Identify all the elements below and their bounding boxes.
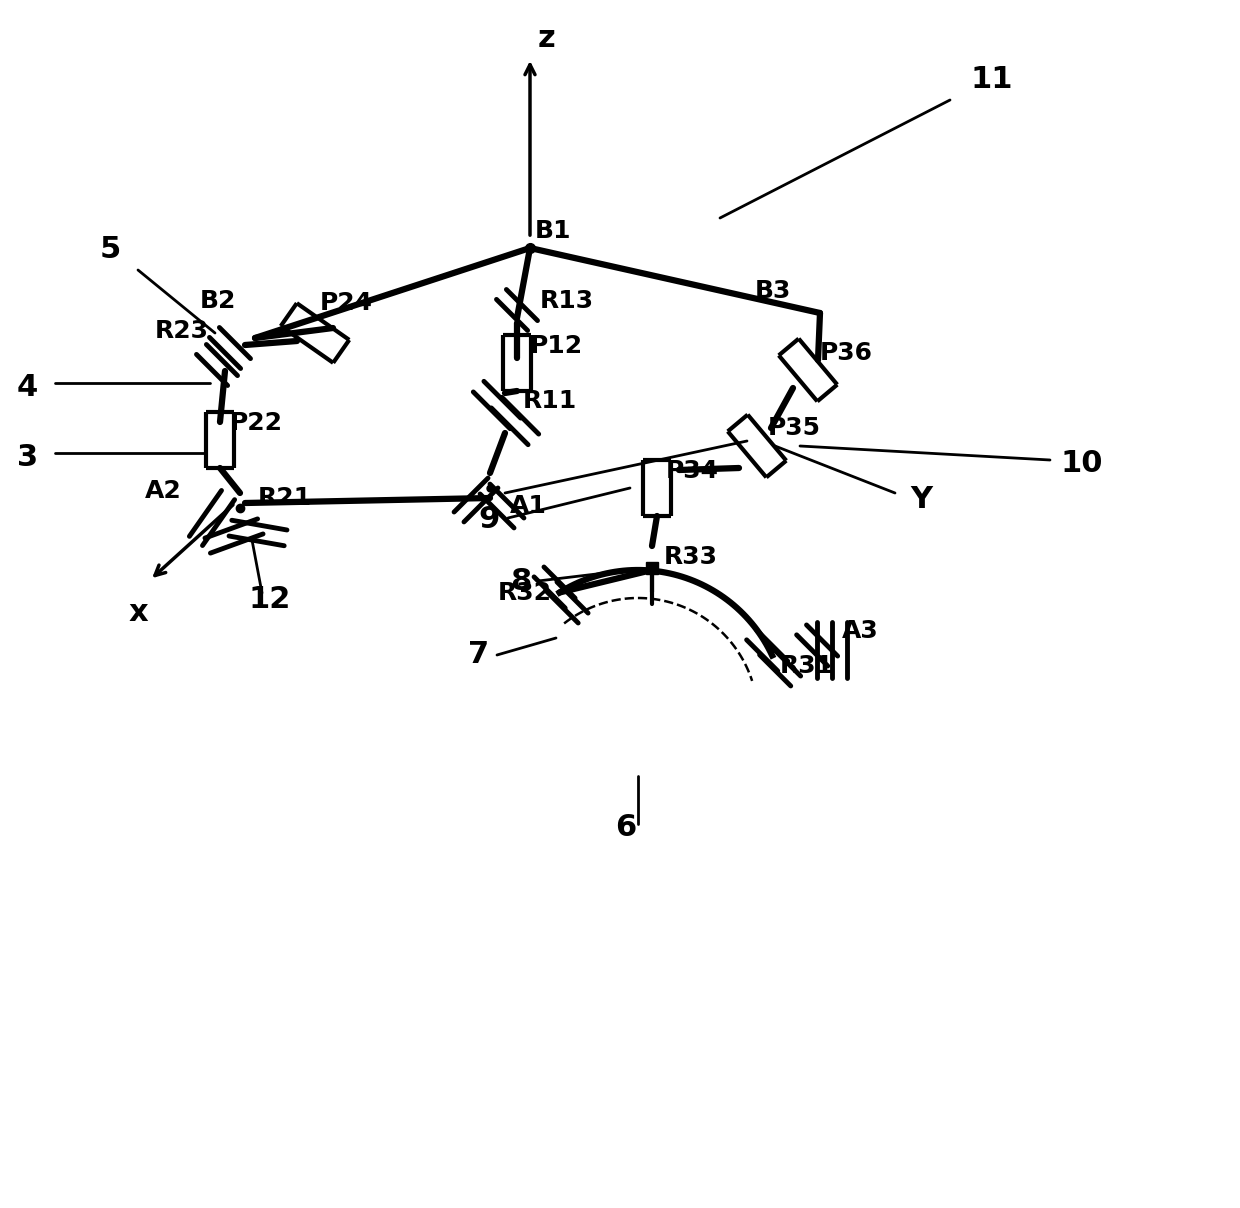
Text: P12: P12 bbox=[529, 333, 583, 358]
Text: 11: 11 bbox=[970, 65, 1013, 94]
Text: B2: B2 bbox=[200, 289, 237, 313]
Text: 6: 6 bbox=[615, 813, 636, 842]
Text: P24: P24 bbox=[320, 291, 373, 315]
Text: 7: 7 bbox=[467, 640, 489, 669]
Text: 5: 5 bbox=[100, 236, 122, 265]
Text: z: z bbox=[538, 24, 556, 53]
Text: Y: Y bbox=[910, 484, 932, 513]
Text: R21: R21 bbox=[258, 486, 312, 510]
Text: R13: R13 bbox=[539, 289, 594, 313]
Text: P35: P35 bbox=[768, 416, 821, 440]
Text: 12: 12 bbox=[248, 585, 290, 614]
Text: 8: 8 bbox=[510, 567, 531, 596]
Text: R31: R31 bbox=[780, 655, 835, 679]
Text: 3: 3 bbox=[17, 443, 38, 472]
Text: P34: P34 bbox=[666, 459, 719, 483]
Text: P36: P36 bbox=[820, 341, 873, 365]
Text: R32: R32 bbox=[497, 581, 552, 605]
Text: 4: 4 bbox=[17, 373, 38, 402]
Text: R33: R33 bbox=[663, 545, 718, 569]
Text: R23: R23 bbox=[155, 319, 210, 343]
Text: B1: B1 bbox=[534, 219, 572, 243]
Text: 9: 9 bbox=[477, 505, 500, 534]
Text: A2: A2 bbox=[145, 480, 182, 503]
Text: x: x bbox=[128, 598, 148, 627]
Text: B3: B3 bbox=[755, 279, 791, 303]
Text: R11: R11 bbox=[523, 389, 578, 413]
Text: A3: A3 bbox=[842, 620, 879, 644]
Text: P22: P22 bbox=[229, 411, 283, 435]
Text: 10: 10 bbox=[1060, 448, 1102, 477]
Text: A1: A1 bbox=[510, 494, 547, 518]
